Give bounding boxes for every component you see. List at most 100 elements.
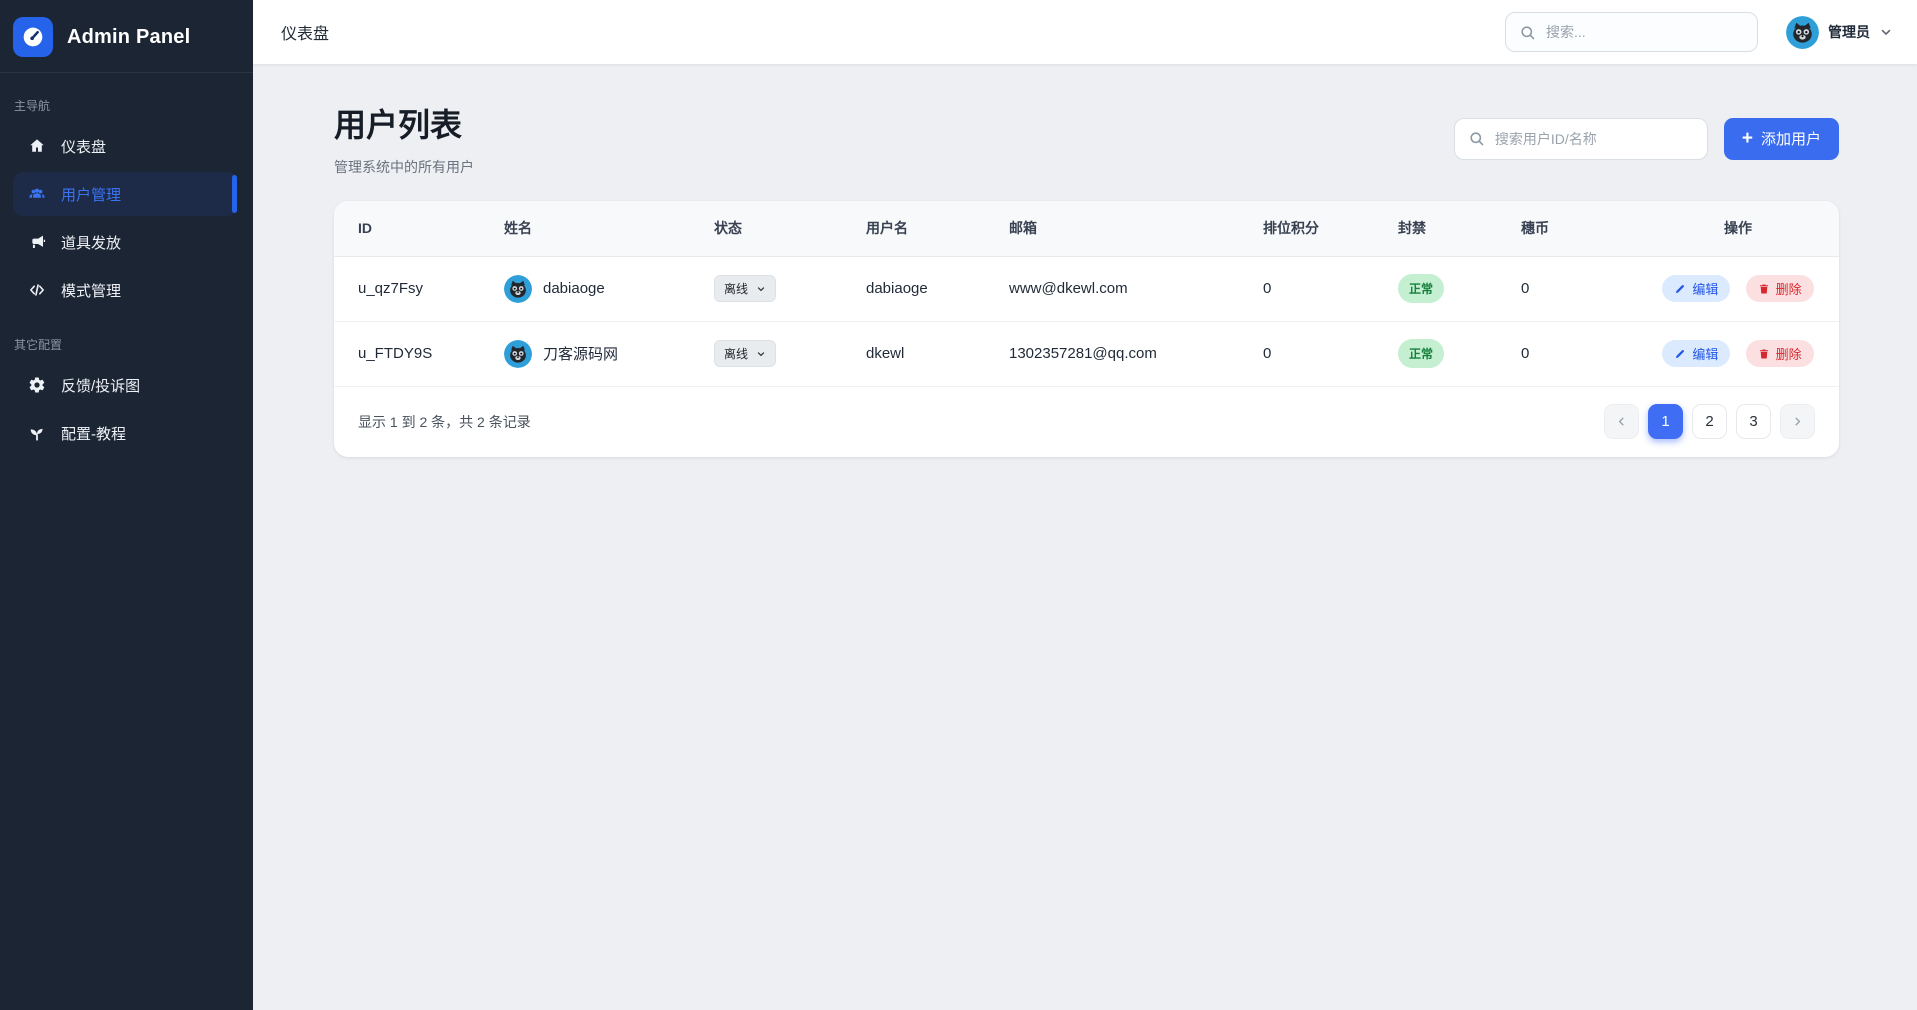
col-status: 状态 <box>690 201 842 257</box>
sidebar-item-label: 反馈/投诉图 <box>61 377 141 395</box>
pagination: 1 2 3 <box>1604 404 1815 439</box>
sidebar-item-dashboard[interactable]: 仪表盘 <box>13 124 237 168</box>
col-username: 用户名 <box>842 201 985 257</box>
sidebar-item-items[interactable]: 道具发放 <box>13 220 237 264</box>
main-content: 用户列表 管理系统中的所有用户 + 添加用户 ID 姓名 <box>253 64 1917 457</box>
users-icon <box>29 188 45 198</box>
table-footer: 显示 1 到 2 条，共 2 条记录 1 2 3 <box>334 387 1839 457</box>
home-icon <box>30 139 44 152</box>
delete-button[interactable]: 删除 <box>1745 340 1814 367</box>
sidebar: Admin Panel 主导航 仪表盘 用户管理 道具发放 模式管理 其它配置 … <box>0 0 253 1010</box>
sidebar-item-label: 用户管理 <box>61 186 122 204</box>
chevron-down-icon <box>1881 29 1891 35</box>
sidebar-item-label: 配置-教程 <box>61 425 126 443</box>
nav-section-label-other: 其它配置 <box>14 338 63 352</box>
trash-icon <box>1759 349 1768 358</box>
cell-ban: 正常 <box>1374 256 1497 322</box>
cell-email: www@dkewl.com <box>985 256 1239 322</box>
status-badge: 正常 <box>1398 274 1445 303</box>
user-display-name: dabiaoge <box>543 280 605 297</box>
records-summary: 显示 1 到 2 条，共 2 条记录 <box>358 413 531 430</box>
active-indicator <box>232 175 237 213</box>
gauge-icon <box>13 17 53 57</box>
cell-actions: 编辑 删除 <box>1657 321 1839 387</box>
col-email: 邮箱 <box>985 201 1239 257</box>
status-select[interactable]: 离线 <box>714 340 777 367</box>
megaphone-icon <box>32 235 46 248</box>
users-table: ID 姓名 状态 用户名 邮箱 排位积分 封禁 穗币 操作 u_qz7Fsy d… <box>334 201 1839 387</box>
col-actions: 操作 <box>1657 201 1839 257</box>
user-search-input[interactable] <box>1494 130 1694 147</box>
cell-name: 刀客源码网 <box>480 321 690 387</box>
brand: Admin Panel <box>0 0 253 73</box>
sidebar-item-feedback[interactable]: 反馈/投诉图 <box>13 363 237 407</box>
topbar-search-input[interactable] <box>1546 24 1744 40</box>
cell-rank-points: 0 <box>1239 321 1374 387</box>
user-display-name: 刀客源码网 <box>543 346 619 363</box>
search-icon <box>1521 25 1535 39</box>
table-row: u_FTDY9S 刀客源码网 离线 dkewl 1302357281@qq.co… <box>334 321 1839 387</box>
sidebar-item-modes[interactable]: 模式管理 <box>13 268 237 312</box>
edit-button[interactable]: 编辑 <box>1662 340 1731 367</box>
plus-icon: + <box>1741 128 1753 149</box>
trash-icon <box>1759 284 1768 293</box>
sidebar-item-label: 仪表盘 <box>61 138 107 156</box>
users-table-card: ID 姓名 状态 用户名 邮箱 排位积分 封禁 穗币 操作 u_qz7Fsy d… <box>334 201 1839 457</box>
cell-id: u_qz7Fsy <box>334 256 480 322</box>
page-button-1[interactable]: 1 <box>1648 404 1683 439</box>
pencil-icon <box>1676 284 1685 293</box>
cell-coins: 0 <box>1497 321 1657 387</box>
cell-ban: 正常 <box>1374 321 1497 387</box>
page-title: 用户列表 <box>334 107 463 143</box>
seedling-icon <box>30 428 43 441</box>
status-badge: 正常 <box>1398 339 1445 368</box>
col-name: 姓名 <box>480 201 690 257</box>
cell-status: 离线 <box>690 256 842 322</box>
search-icon <box>1470 132 1484 146</box>
page-subtitle: 管理系统中的所有用户 <box>334 159 474 175</box>
cell-status: 离线 <box>690 321 842 387</box>
chevron-down-icon <box>757 351 765 356</box>
table-header-row: ID 姓名 状态 用户名 邮箱 排位积分 封禁 穗币 操作 <box>334 201 1839 257</box>
prev-page-button[interactable] <box>1604 404 1639 439</box>
status-select[interactable]: 离线 <box>714 275 777 302</box>
next-page-button[interactable] <box>1780 404 1815 439</box>
cell-coins: 0 <box>1497 256 1657 322</box>
cell-actions: 编辑 删除 <box>1657 256 1839 322</box>
sidebar-item-label: 道具发放 <box>61 234 122 252</box>
edit-button[interactable]: 编辑 <box>1662 275 1731 302</box>
cell-id: u_FTDY9S <box>334 321 480 387</box>
cell-name: dabiaoge <box>480 256 690 322</box>
user-avatar <box>504 339 532 368</box>
col-rank-points: 排位积分 <box>1239 201 1374 257</box>
chevron-down-icon <box>757 286 765 291</box>
topbar-page-title: 仪表盘 <box>281 26 330 43</box>
add-user-button[interactable]: + 添加用户 <box>1723 117 1839 160</box>
sidebar-item-users[interactable]: 用户管理 <box>13 172 237 216</box>
cell-email: 1302357281@qq.com <box>985 321 1239 387</box>
cell-rank-points: 0 <box>1239 256 1374 322</box>
chevron-right-icon <box>1795 417 1801 426</box>
topbar: 仪表盘 管理员 <box>253 0 1917 64</box>
code-icon <box>30 284 44 296</box>
cell-username: dkewl <box>842 321 985 387</box>
table-row: u_qz7Fsy dabiaoge 离线 dabiaoge www@dkewl.… <box>334 256 1839 322</box>
sidebar-item-label: 模式管理 <box>61 282 122 300</box>
brand-title: Admin Panel <box>67 25 191 48</box>
page-button-2[interactable]: 2 <box>1692 404 1727 439</box>
gear-icon <box>29 377 45 393</box>
cell-username: dabiaoge <box>842 256 985 322</box>
user-search[interactable] <box>1453 117 1708 160</box>
user-name: 管理员 <box>1828 24 1870 40</box>
page-button-3[interactable]: 3 <box>1736 404 1771 439</box>
col-id: ID <box>334 201 480 257</box>
sidebar-item-config[interactable]: 配置-教程 <box>13 411 237 455</box>
nav-section-label-main: 主导航 <box>14 99 51 113</box>
table-body: u_qz7Fsy dabiaoge 离线 dabiaoge www@dkewl.… <box>334 256 1839 387</box>
col-ban: 封禁 <box>1374 201 1497 257</box>
delete-button[interactable]: 删除 <box>1745 275 1814 302</box>
user-avatar <box>504 274 532 303</box>
user-menu[interactable]: 管理员 <box>1786 15 1893 49</box>
avatar <box>1786 15 1819 49</box>
topbar-search[interactable] <box>1505 12 1758 52</box>
